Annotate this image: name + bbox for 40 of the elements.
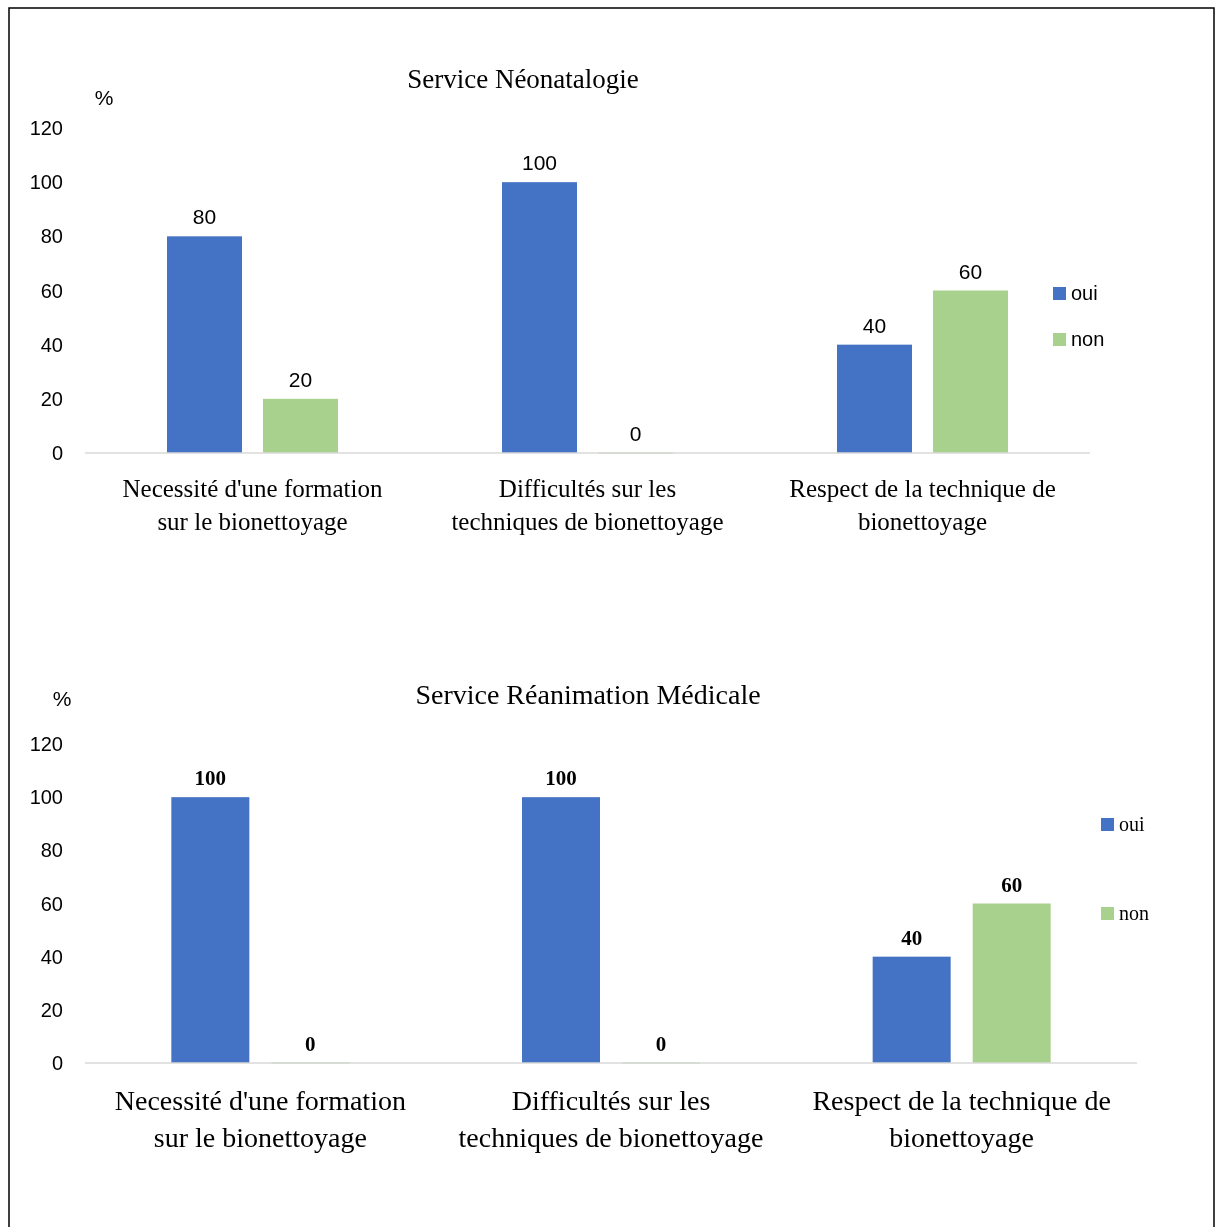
legend-label: oui bbox=[1071, 282, 1098, 304]
data-label: 60 bbox=[958, 259, 983, 283]
legend-label: oui bbox=[1119, 813, 1145, 835]
data-label: 0 bbox=[305, 1032, 316, 1056]
y-tick-label: 80 bbox=[40, 839, 63, 862]
y-tick-label: 60 bbox=[40, 279, 63, 302]
data-label: 60 bbox=[1001, 872, 1023, 897]
data-label: 20 bbox=[288, 367, 313, 391]
y-tick-label: 120 bbox=[29, 733, 63, 755]
chart-title: Service Néonatalogie bbox=[407, 64, 639, 94]
y-tick-label: 40 bbox=[40, 333, 63, 356]
x-tick-label: Difficultés sur les techniques de bionettoyage bbox=[458, 1085, 764, 1154]
y-tick-label: 80 bbox=[40, 225, 63, 248]
y-tick-label: 0 bbox=[51, 1052, 63, 1074]
x-tick-label: Respect de la technique de bionettoyage bbox=[789, 475, 1056, 536]
y-tick-label: 60 bbox=[40, 892, 63, 915]
y-tick-label: 20 bbox=[40, 387, 63, 410]
y-tick-label: 0 bbox=[51, 442, 63, 464]
data-label: 100 bbox=[545, 766, 577, 791]
data-label: 40 bbox=[901, 925, 923, 950]
x-tick-label: Necessité d'une formation sur le bionettoyage bbox=[122, 475, 383, 536]
data-label: 100 bbox=[521, 151, 558, 175]
y-axis-title: % bbox=[94, 86, 114, 109]
x-tick-label: Difficultés sur les techniques de bionettoyage bbox=[451, 475, 724, 536]
y-tick-label: 20 bbox=[40, 998, 63, 1021]
data-label: 40 bbox=[862, 313, 887, 337]
y-tick-label: 100 bbox=[29, 786, 63, 809]
y-tick-label: 40 bbox=[40, 945, 63, 968]
data-label: 80 bbox=[192, 205, 217, 229]
legend-label: non bbox=[1119, 902, 1149, 924]
legend-label: non bbox=[1071, 328, 1105, 350]
y-tick-label: 120 bbox=[29, 117, 63, 139]
x-tick-label: Respect de la technique de bionettoyage bbox=[812, 1085, 1111, 1154]
data-label: 0 bbox=[629, 422, 642, 445]
data-label: 0 bbox=[655, 1032, 667, 1056]
y-tick-label: 100 bbox=[29, 171, 63, 194]
y-axis-title: % bbox=[52, 687, 72, 710]
x-tick-label: Necessité d'une formation sur le bionettoyage bbox=[114, 1085, 406, 1154]
chart-title: Service Réanimation Médicale bbox=[415, 679, 761, 710]
data-label: 100 bbox=[194, 766, 227, 791]
